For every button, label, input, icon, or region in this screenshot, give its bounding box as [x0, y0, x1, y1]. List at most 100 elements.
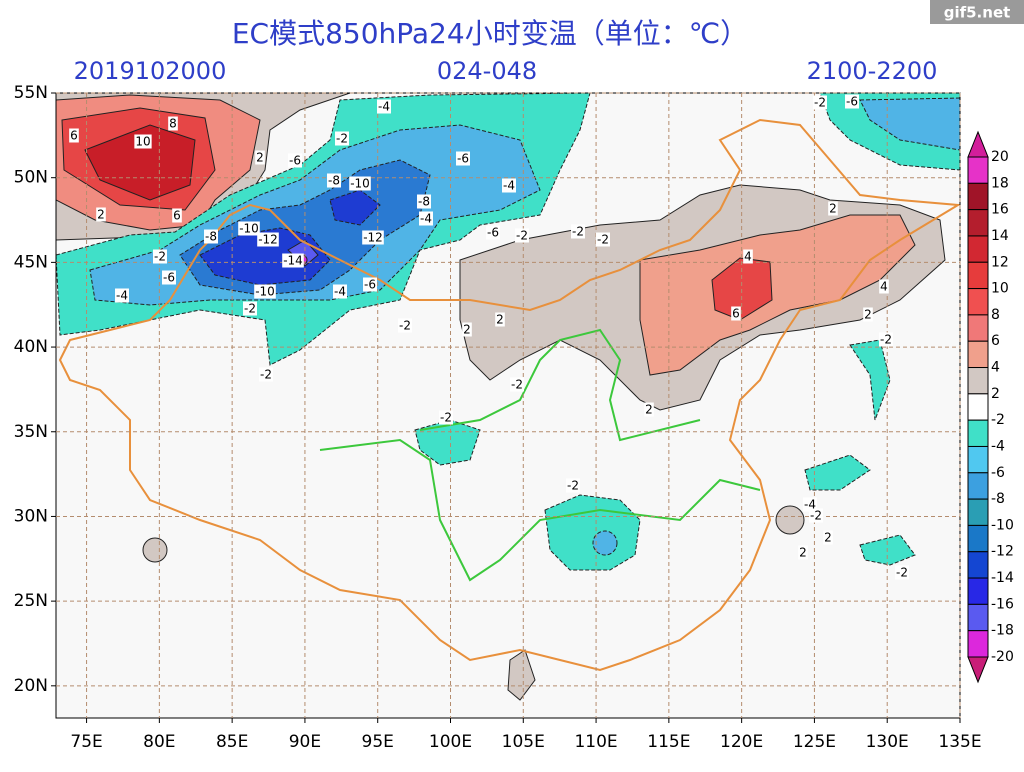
contour-label: 2 — [799, 546, 807, 560]
colorbar-label: -14 — [991, 570, 1014, 586]
contour-label: -2 — [244, 302, 256, 316]
colorbar-band — [967, 182, 989, 211]
contour-label: -4 — [378, 100, 390, 114]
contour-label: -2 — [880, 333, 892, 347]
contour-label: -8 — [418, 195, 430, 209]
colorbar-label: -8 — [991, 491, 1005, 507]
contour-label-bg — [731, 306, 741, 321]
contour-label-bg — [134, 134, 152, 149]
watermark: gif5.net — [944, 4, 1011, 22]
contour-label: -6 — [163, 271, 175, 285]
warm-area — [507, 649, 536, 701]
lon-tick-label: 90E — [289, 732, 321, 752]
contour-label: -6 — [289, 154, 301, 168]
contour-label-bg — [333, 284, 347, 299]
contour-label: -12 — [363, 231, 383, 245]
colorbar-band — [967, 445, 989, 474]
contour-label: -8 — [205, 230, 217, 244]
shaded-fields — [56, 93, 960, 701]
contour-label: 2 — [645, 403, 653, 417]
colorbar-label: 16 — [991, 202, 1009, 218]
lon-tick-label: 110E — [574, 732, 617, 752]
colorbar-label: -16 — [991, 596, 1014, 612]
contour-label: -2 — [567, 479, 579, 493]
contour-label-bg — [419, 211, 433, 226]
contour-label-bg — [515, 228, 529, 243]
lon-tick-label: 130E — [866, 732, 909, 752]
contour-label-bg — [803, 497, 817, 512]
colorbar-band — [967, 288, 989, 316]
lat-tick-label: 25N — [14, 591, 48, 611]
contour-label: -2 — [399, 319, 411, 333]
contour-label-bg — [828, 201, 838, 216]
contour-label: 8 — [169, 117, 177, 131]
contour-label-bg — [69, 128, 79, 143]
colorbar-band — [967, 577, 989, 605]
colorbar-band — [967, 235, 989, 263]
colorbar-label: 10 — [991, 281, 1009, 297]
contour-label: -10 — [239, 222, 259, 236]
lat-tick-label: 55N — [14, 83, 48, 103]
colorbar-cap — [967, 656, 989, 684]
contour-label: -10 — [350, 177, 370, 191]
contour-label-bg — [349, 176, 371, 191]
contour-label: -4 — [503, 179, 515, 193]
colorbar-label: 8 — [991, 307, 1000, 323]
contour-label: -12 — [258, 233, 278, 247]
river — [419, 328, 701, 442]
contour-label-bg — [162, 270, 176, 285]
colorbar-label: 6 — [991, 333, 1000, 349]
cold-area — [804, 454, 871, 491]
lat-tick-label: 35N — [14, 422, 48, 442]
contour-label: 4 — [744, 250, 752, 264]
contour-label: -6 — [846, 95, 858, 109]
contour-label: -6 — [364, 278, 376, 292]
contour-label: -2 — [597, 233, 609, 247]
contour-label-bg — [823, 530, 833, 545]
colorbar-label: 14 — [991, 228, 1009, 244]
contour-label-bg — [895, 565, 909, 580]
colorbar-band — [967, 524, 989, 553]
contour-label: 2 — [496, 313, 504, 327]
contour-label-bg — [153, 249, 167, 264]
lon-tick-label: 85E — [216, 732, 248, 752]
contour-label-bg — [168, 116, 178, 131]
lat-tick-label: 30N — [14, 506, 48, 526]
colorbar-label: -10 — [991, 517, 1014, 533]
contour-label-bg — [510, 377, 524, 392]
contour-label: 2 — [97, 208, 105, 222]
colorbar-band — [967, 498, 989, 526]
lon-tick-label: 100E — [429, 732, 472, 752]
contour-label-bg — [571, 224, 585, 239]
colorbar-label: 18 — [991, 175, 1009, 191]
contour-label-bg — [566, 478, 580, 493]
contour-label: 2 — [256, 151, 264, 165]
colorbar-band — [967, 551, 989, 579]
contour-label-bg — [96, 207, 106, 222]
contour-label-bg — [243, 301, 257, 316]
colorbar-band — [967, 209, 989, 237]
colorbar-band — [967, 367, 989, 395]
contour-label: -4 — [420, 212, 432, 226]
contour-label-bg — [417, 194, 431, 209]
warm-area — [142, 537, 168, 563]
contour-label-bg — [254, 284, 276, 299]
contour-label-bg — [596, 232, 610, 247]
contour-label: 10 — [135, 135, 150, 149]
contour-label-bg — [288, 153, 302, 168]
contour-label: -2 — [511, 378, 523, 392]
contour-label: 2 — [824, 531, 832, 545]
lat-tick-label: 45N — [14, 252, 48, 272]
contour-label: -14 — [283, 254, 303, 268]
valid-time: 2100-2200 — [807, 57, 938, 85]
colorbar-label: -18 — [991, 623, 1014, 639]
contour-label: 6 — [732, 307, 740, 321]
contour-label-bg — [644, 402, 654, 417]
colorbar-band — [967, 340, 989, 369]
title: EC模式850hPa24小时变温（单位：℃） — [232, 17, 748, 50]
contour-label-bg — [798, 545, 808, 560]
contour-label-bg — [845, 94, 859, 109]
contour-label-bg — [879, 332, 893, 347]
contour-label: -2 — [516, 229, 528, 243]
